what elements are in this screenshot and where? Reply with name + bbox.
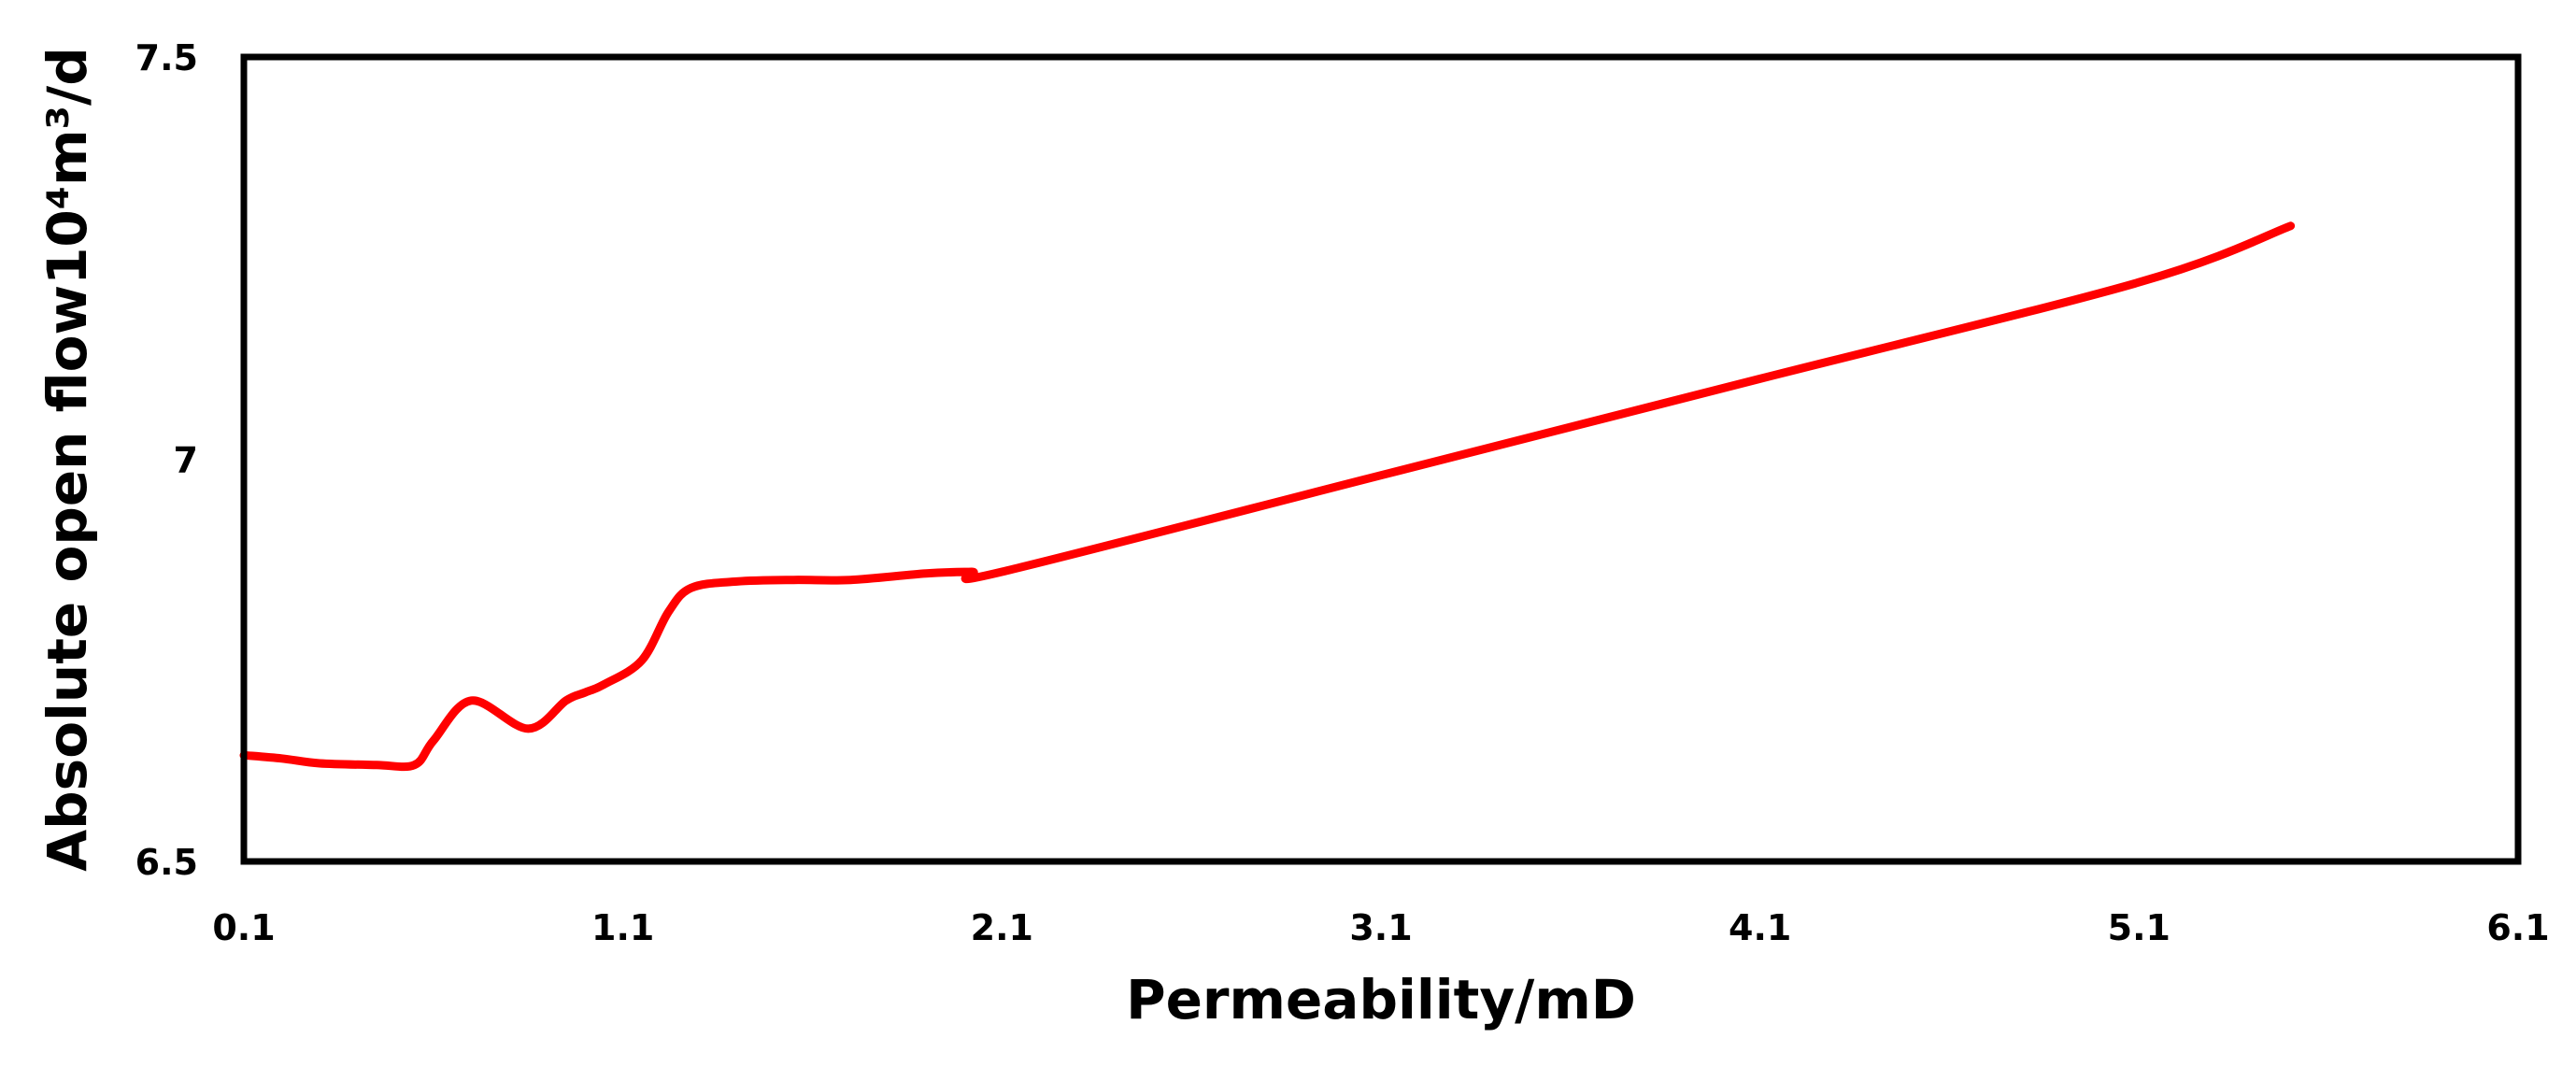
y-tick-label: 7 [174,440,198,481]
y-tick-label: 7.5 [135,37,198,78]
x-tick-label: 3.1 [1349,907,1412,948]
x-tick-label: 2.1 [971,907,1033,948]
y-axis-title: Absolute open flow10⁴m³/d [36,47,99,871]
plot-area [239,221,2296,772]
x-axis-tick-labels: 0.1 1.1 2.1 3.1 4.1 5.1 6.1 [212,907,2549,948]
x-tick-label: 0.1 [212,907,275,948]
y-tick-label: 6.5 [135,842,198,883]
series-line-0 [239,221,2296,772]
x-axis-title: Permeability/mD [1126,968,1636,1031]
x-tick-label: 6.1 [2486,907,2549,948]
x-tick-label: 4.1 [1729,907,1791,948]
x-tick-label: 1.1 [591,907,654,948]
plot-frame [240,53,2522,865]
x-tick-label: 5.1 [2108,907,2170,948]
y-axis-tick-labels: 6.5 7 7.5 [135,37,198,883]
